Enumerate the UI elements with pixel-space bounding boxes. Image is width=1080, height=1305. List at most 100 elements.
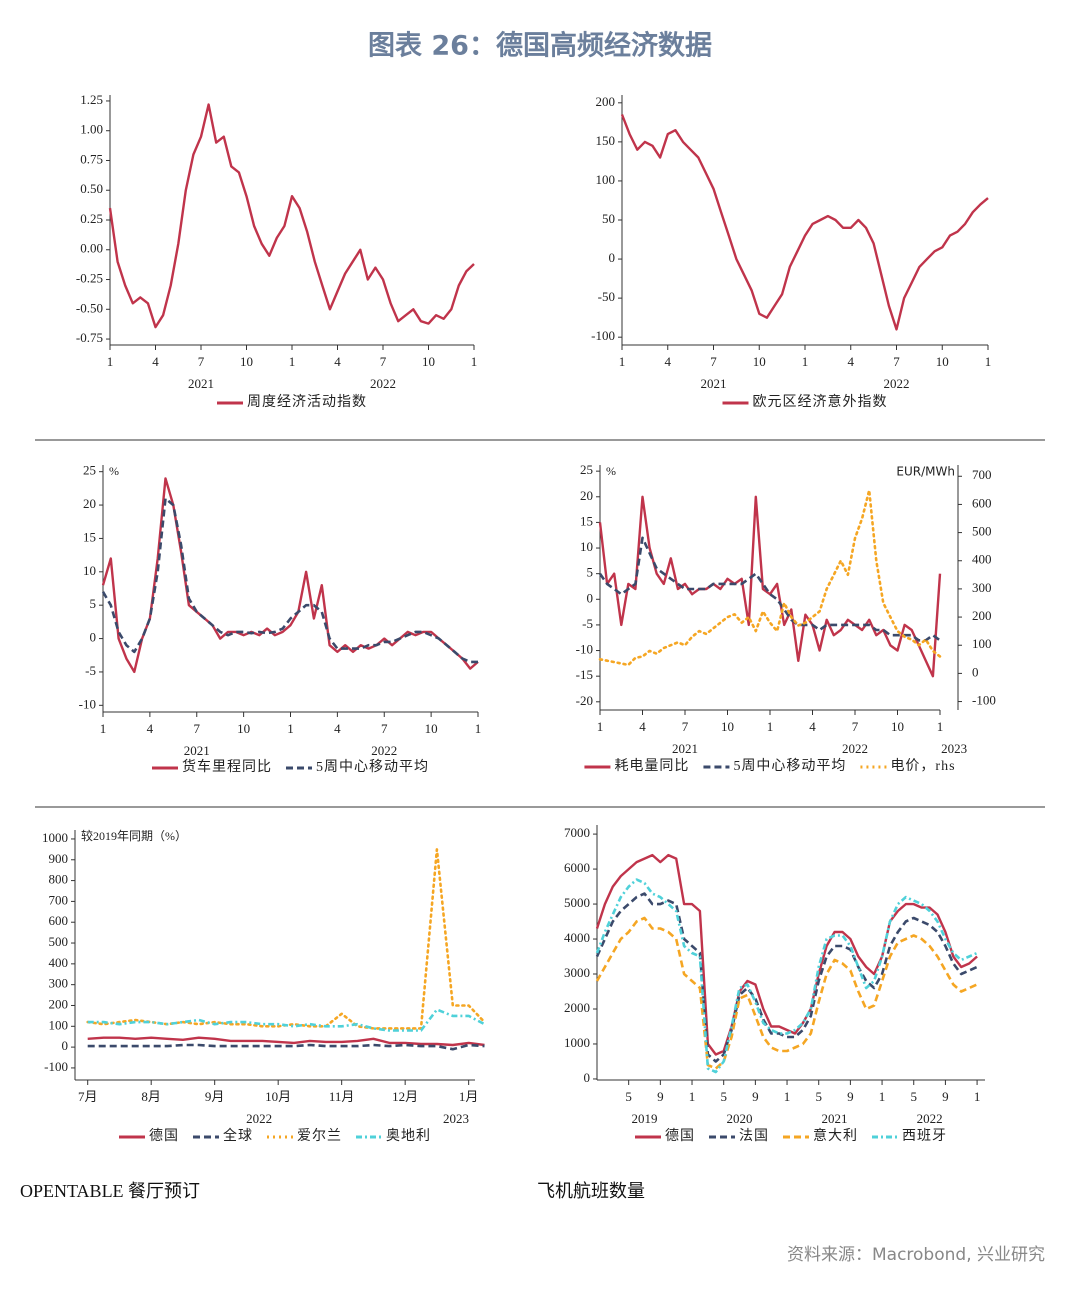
y-tick-label: 100 — [49, 1017, 69, 1032]
series-line — [87, 1036, 485, 1047]
legend-label: 欧元区经济意外指数 — [753, 393, 888, 410]
x-tick-label: 4 — [147, 721, 154, 736]
caption: 飞机航班数量 — [537, 1181, 645, 1201]
x-tick-label: 4 — [639, 719, 646, 734]
x-tick-label: 1 — [784, 1089, 791, 1104]
y-tick-label: 3000 — [564, 965, 590, 980]
y-tick-label: -0.50 — [76, 300, 103, 315]
y2-tick-label: 400 — [972, 552, 992, 567]
x-tick-label: 7 — [194, 721, 201, 736]
series-line — [620, 114, 989, 331]
y-tick-label: 10 — [580, 539, 593, 554]
legend-label: 货车里程同比 — [182, 758, 272, 775]
x-tick-label: 7 — [852, 719, 859, 734]
x-group-label: 2019 — [632, 1111, 658, 1126]
x-group-label: 2022 — [917, 1111, 943, 1126]
y-tick-label: 2000 — [564, 1000, 590, 1015]
y-tick-label: 0.25 — [80, 211, 103, 226]
legend-label: 5周中心移动平均 — [316, 759, 429, 775]
y-tick-label: 5 — [587, 565, 594, 580]
y-tick-label: 0 — [90, 630, 97, 645]
y-tick-label: 15 — [83, 529, 96, 544]
y-tick-label: 0 — [584, 1070, 591, 1085]
x-tick-label: 1月 — [459, 1089, 479, 1104]
legend-label: 爱尔兰 — [297, 1128, 342, 1144]
x-tick-label: 9 — [752, 1089, 759, 1104]
x-group-label: 2021 — [701, 376, 727, 391]
y-tick-label: 25 — [580, 462, 593, 477]
series-line — [595, 853, 978, 1056]
x-tick-label: 4 — [848, 354, 855, 369]
y-tick-label: -10 — [79, 696, 96, 711]
x-tick-label: 8月 — [141, 1089, 161, 1104]
x-tick-label: 5 — [625, 1089, 632, 1104]
series-line — [87, 1008, 486, 1032]
y-tick-label: 0 — [587, 590, 594, 605]
x-tick-label: 4 — [665, 354, 672, 369]
y-tick-label: 400 — [49, 955, 69, 970]
legend-label: 电价，rhs — [890, 758, 955, 774]
x-tick-label: 7 — [710, 354, 717, 369]
x-tick-label: 4 — [152, 354, 159, 369]
y-tick-label: 15 — [580, 513, 593, 528]
series-line — [598, 536, 941, 642]
series-line — [595, 892, 978, 1063]
x-group-label: 2022 — [884, 376, 910, 391]
x-tick-label: 1 — [100, 721, 107, 736]
y-tick-label: 150 — [596, 133, 616, 148]
y-tick-label: 200 — [596, 94, 616, 109]
x-tick-label: 1 — [937, 719, 944, 734]
x-group-label: 2022 — [246, 1111, 272, 1126]
caption: OPENTABLE 餐厅预订 — [20, 1181, 200, 1201]
y-tick-label: 0.50 — [80, 181, 103, 196]
y-tick-label: 6000 — [564, 860, 590, 875]
x-tick-label: 10 — [891, 719, 904, 734]
series-line — [108, 103, 475, 329]
x-tick-label: 9 — [942, 1089, 949, 1104]
x-tick-label: 12月 — [392, 1089, 418, 1104]
y-tick-label: 0.75 — [80, 151, 103, 166]
y-tick-label: -5 — [85, 663, 96, 678]
x-group-label: 2023 — [443, 1111, 469, 1126]
y-tick-label: 20 — [580, 488, 593, 503]
x-group-label: 2021 — [672, 741, 698, 756]
x-tick-label: 1 — [985, 354, 992, 369]
x-tick-label: 1 — [802, 354, 809, 369]
y-tick-label: -20 — [576, 693, 593, 708]
y-tick-label: 0 — [609, 250, 616, 265]
y2-unit-label: EUR/MWh — [896, 465, 955, 479]
y2-tick-label: 700 — [972, 467, 992, 482]
y-tick-label: 200 — [49, 996, 69, 1011]
x-tick-label: 10 — [721, 719, 734, 734]
y-tick-label: -15 — [576, 667, 593, 682]
series-line — [87, 1043, 485, 1051]
y2-tick-label: -100 — [972, 693, 996, 708]
y2-tick-label: 600 — [972, 495, 992, 510]
x-tick-label: 5 — [815, 1089, 822, 1104]
x-tick-label: 7 — [893, 354, 900, 369]
x-tick-label: 4 — [334, 354, 341, 369]
y2-tick-label: 100 — [972, 636, 992, 651]
y-tick-label: 7000 — [564, 825, 590, 840]
x-tick-label: 7月 — [78, 1089, 98, 1104]
x-tick-label: 1 — [289, 354, 296, 369]
legend-label: 意大利 — [813, 1127, 858, 1144]
series-line — [598, 495, 942, 678]
y-tick-label: 0 — [62, 1038, 69, 1053]
y-tick-label: 4000 — [564, 930, 590, 945]
y-tick-label: -100 — [44, 1059, 68, 1074]
y2-tick-label: 300 — [972, 580, 992, 595]
x-tick-label: 1 — [475, 721, 482, 736]
x-tick-label: 1 — [689, 1089, 696, 1104]
x-tick-label: 1 — [287, 721, 294, 736]
legend-label: 耗电量同比 — [614, 758, 689, 774]
y-tick-label: -10 — [576, 642, 593, 657]
y-tick-label: -100 — [591, 328, 615, 343]
y-tick-label: 5 — [90, 596, 97, 611]
x-group-label: 2021 — [822, 1111, 848, 1126]
x-tick-label: 10 — [422, 354, 435, 369]
x-tick-label: 10 — [240, 354, 253, 369]
series-line — [595, 878, 978, 1074]
x-group-label: 2022 — [371, 743, 397, 758]
y-tick-label: -5 — [582, 616, 593, 631]
